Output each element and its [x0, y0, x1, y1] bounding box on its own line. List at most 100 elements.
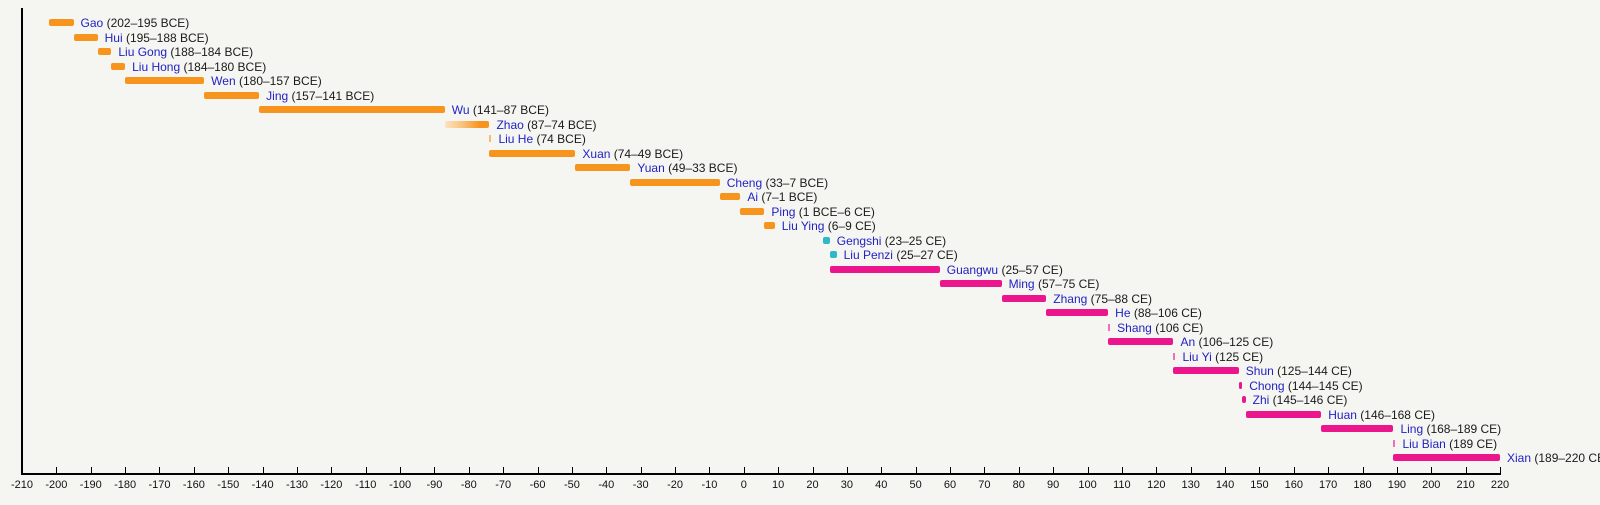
emperor-dates: (141–87 BCE) — [469, 103, 549, 117]
emperor-dates: (189 CE) — [1445, 436, 1498, 451]
x-axis-tick — [365, 467, 367, 473]
emperor-row: Jing (157–141 BCE) — [0, 89, 1600, 103]
emperor-label: Liu Ying (6–9 CE) — [782, 220, 876, 232]
x-axis-tick-label: -190 — [79, 479, 102, 491]
x-axis-tick-label: -40 — [598, 479, 615, 491]
x-axis-tick-label: 220 — [1490, 479, 1510, 491]
x-axis-tick — [1053, 467, 1055, 473]
emperor-name: Zhang — [1053, 291, 1088, 306]
emperor-label: Shang (106 CE) — [1117, 322, 1203, 334]
emperor-row: Liu Bian (189 CE) — [0, 437, 1600, 451]
x-axis-tick-label: 40 — [875, 479, 888, 491]
emperor-label: Ai (7–1 BCE) — [747, 191, 817, 203]
emperor-dates: (87–74 BCE) — [523, 117, 597, 132]
reign-bar — [49, 19, 74, 26]
emperor-label: Ming (57–75 CE) — [1009, 278, 1100, 290]
emperor-dates: (189–220 CE) — [1534, 451, 1600, 465]
x-axis-tick — [812, 467, 814, 473]
emperor-row: Gengshi (23–25 CE) — [0, 234, 1600, 248]
reign-bar — [829, 251, 837, 258]
x-axis-tick-label: 190 — [1387, 479, 1407, 491]
reign-bar — [1242, 396, 1246, 403]
emperor-dates: (74 BCE) — [533, 132, 586, 146]
emperor-dates: (74–49 BCE) — [610, 146, 684, 161]
x-axis-tick — [125, 467, 127, 473]
x-axis-tick — [1121, 467, 1123, 473]
emperor-dates: (88–106 CE) — [1130, 306, 1202, 320]
emperor-label: Liu Bian (189 CE) — [1402, 438, 1497, 450]
emperor-dates: (49–33 BCE) — [664, 161, 738, 175]
emperor-dates: (145–146 CE) — [1269, 393, 1348, 407]
reign-bar — [575, 164, 631, 171]
emperor-label: Liu Hong (184–180 BCE) — [132, 61, 266, 73]
emperor-name: Gao — [80, 16, 104, 30]
x-axis-tick — [984, 467, 986, 473]
x-axis-tick-label: 70 — [978, 479, 991, 491]
emperor-row: Shun (125–144 CE) — [0, 364, 1600, 378]
reign-bar — [111, 62, 126, 70]
reign-bar — [1173, 367, 1239, 374]
emperor-name: Gengshi — [836, 233, 882, 248]
reign-bar — [1393, 439, 1396, 447]
x-axis-tick-label: -90 — [426, 479, 443, 491]
reign-bar — [630, 178, 720, 186]
emperor-label: Gengshi (23–25 CE) — [837, 235, 946, 247]
x-axis-tick-label: -180 — [114, 479, 137, 491]
emperor-label: Hui (195–188 BCE) — [105, 32, 209, 44]
reign-bar — [1393, 454, 1500, 461]
x-axis-tick-label: -140 — [251, 479, 274, 491]
x-axis-tick — [159, 467, 161, 473]
x-axis-tick-label: 50 — [909, 479, 922, 491]
x-axis-tick — [606, 467, 608, 473]
emperor-label: Xuan (74–49 BCE) — [582, 148, 683, 160]
emperor-label: Ling (168–189 CE) — [1400, 423, 1501, 435]
x-axis-tick-label: -150 — [217, 479, 240, 491]
emperor-row: Shang (106 CE) — [0, 321, 1600, 335]
emperor-name: Ping — [771, 204, 796, 219]
x-axis-tick — [1328, 467, 1330, 473]
emperor-name: Yuan — [637, 161, 665, 175]
x-axis-tick — [262, 467, 264, 473]
emperor-dates: (1 BCE–6 CE) — [795, 204, 875, 219]
emperor-dates: (57–75 CE) — [1034, 277, 1100, 291]
x-axis-tick — [1362, 467, 1364, 473]
x-axis-line — [21, 473, 1501, 475]
emperor-row: Guangwu (25–57 CE) — [0, 263, 1600, 277]
x-axis-tick — [675, 467, 677, 473]
emperor-row: He (88–106 CE) — [0, 306, 1600, 320]
x-axis-tick-label: 180 — [1353, 479, 1372, 491]
reign-bar — [125, 77, 205, 84]
x-axis-tick-label: 20 — [806, 479, 819, 491]
x-axis-tick-label: 110 — [1113, 479, 1131, 491]
emperor-label: Xian (189–220 CE) — [1507, 452, 1600, 464]
x-axis-tick-label: -80 — [460, 479, 477, 491]
x-axis-tick — [503, 467, 505, 473]
x-axis-tick-label: -170 — [148, 479, 171, 491]
emperor-row: Zhao (87–74 BCE) — [0, 118, 1600, 132]
emperor-row: Ming (57–75 CE) — [0, 277, 1600, 291]
x-axis-tick-label: 200 — [1422, 479, 1441, 491]
x-axis-tick-label: 10 — [772, 479, 785, 491]
x-axis-tick — [743, 467, 745, 473]
emperor-label: Liu He (74 BCE) — [498, 133, 585, 145]
emperor-row: Zhang (75–88 CE) — [0, 292, 1600, 306]
emperor-label: Zhao (87–74 BCE) — [496, 119, 596, 131]
emperor-name: Liu Yi — [1182, 349, 1212, 364]
emperor-name: Xuan — [582, 146, 611, 161]
emperor-label: Zhi (145–146 CE) — [1253, 394, 1348, 406]
emperor-row: Zhi (145–146 CE) — [0, 393, 1600, 407]
emperor-name: Ai — [747, 190, 759, 204]
x-axis-tick — [1190, 467, 1192, 473]
emperor-name: Guangwu — [946, 262, 999, 277]
emperor-name: Shang — [1117, 320, 1152, 335]
x-axis-tick-label: 170 — [1318, 479, 1338, 491]
x-axis-tick — [1293, 467, 1295, 473]
reign-bar — [1238, 381, 1243, 389]
emperor-row: Liu Gong (188–184 BCE) — [0, 45, 1600, 59]
emperor-name: Jing — [266, 88, 289, 103]
emperor-name: Ming — [1008, 277, 1035, 291]
emperor-row: Hui (195–188 BCE) — [0, 31, 1600, 45]
emperor-name: An — [1180, 335, 1196, 349]
emperor-dates: (25–57 CE) — [998, 262, 1063, 277]
